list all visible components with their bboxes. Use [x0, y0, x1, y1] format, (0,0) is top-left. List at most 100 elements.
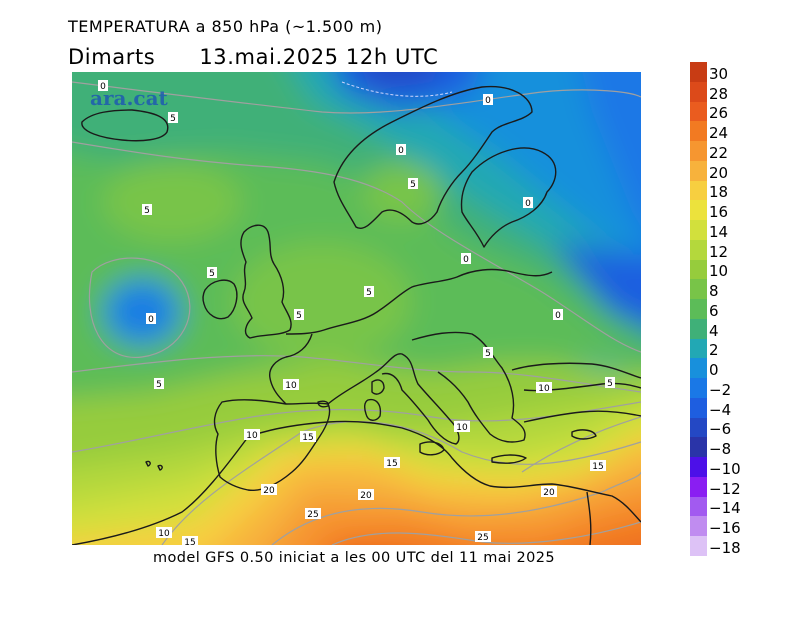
colorbar-band — [690, 220, 707, 241]
svg-text:10: 10 — [538, 384, 550, 394]
colorbar-tick-label: −10 — [709, 459, 741, 478]
colorbar-tick-label: 26 — [709, 104, 729, 123]
black-sea-north — [511, 362, 641, 379]
svg-text:10: 10 — [246, 431, 258, 441]
balkans-coast — [411, 331, 526, 443]
colorbar-tick-label: 16 — [709, 203, 729, 222]
colorbar-tick-label: 18 — [709, 183, 729, 202]
sicily-coast — [419, 441, 445, 456]
colorbar-tick-label: −4 — [709, 400, 732, 419]
map-canvas: 0 5 0 0 5 0 5 5 0 0 5 5 0 5 5 10 10 5 10 15 10 15 15 20 20 20 25 25… — [72, 72, 641, 545]
svg-text:10: 10 — [456, 423, 468, 433]
contour-label: 5 — [605, 377, 615, 389]
contour-label: 10 — [454, 421, 470, 433]
svg-text:0: 0 — [148, 315, 154, 325]
svg-text:5: 5 — [485, 349, 491, 359]
svg-text:10: 10 — [285, 381, 297, 391]
colorbar-band — [690, 496, 707, 517]
contour-label: 15 — [182, 536, 198, 545]
iberia-coast — [213, 399, 331, 491]
svg-text:0: 0 — [398, 146, 404, 156]
colorbar-tick-label: 6 — [709, 301, 719, 320]
sardinia-coast — [363, 398, 382, 421]
contour-label: 20 — [261, 484, 277, 496]
svg-text:0: 0 — [555, 311, 561, 321]
colorbar-band — [690, 378, 707, 399]
colorbar-tick-label: −2 — [709, 380, 732, 399]
svg-text:5: 5 — [607, 379, 613, 389]
colorbar-tick-label: 20 — [709, 163, 729, 182]
colorbar-tick-label: 22 — [709, 143, 729, 162]
colorbar-band — [690, 536, 707, 557]
cyprus-coast — [571, 429, 597, 440]
great-britain-coast — [240, 224, 292, 339]
contour-label: 5 — [207, 267, 217, 279]
svg-text:10: 10 — [158, 529, 170, 539]
contour-label: 5 — [294, 309, 304, 321]
svg-text:0: 0 — [463, 255, 469, 265]
north-africa-coast — [72, 420, 641, 545]
colorbar-tick-label: 28 — [709, 84, 729, 103]
colorbar-tick-label: 30 — [709, 64, 729, 83]
colorbar-tick-label: −6 — [709, 420, 732, 439]
colorbar-band — [690, 516, 707, 537]
colorbar-band — [690, 239, 707, 261]
contour-label: 0 — [483, 94, 493, 106]
svg-text:25: 25 — [307, 510, 318, 520]
valid-datetime: 13.mai.2025 12h UTC — [199, 45, 439, 69]
colorbar-tick-label: −18 — [709, 539, 741, 557]
contour-label: 0 — [98, 80, 108, 92]
colorbar-band — [690, 437, 707, 458]
colorbar-tick-label: 10 — [709, 262, 729, 281]
contour-label: 5 — [483, 347, 493, 359]
colorbar-band — [690, 180, 707, 201]
svg-text:20: 20 — [263, 486, 275, 496]
svg-text:20: 20 — [360, 491, 372, 501]
colorbar-tick-label: −14 — [709, 499, 741, 518]
svg-text:5: 5 — [366, 288, 372, 298]
svg-text:5: 5 — [156, 380, 162, 390]
svg-text:5: 5 — [410, 180, 416, 190]
contour-label: 10 — [283, 379, 299, 391]
ireland-coast — [202, 279, 238, 320]
colorbar-band — [690, 476, 707, 498]
temperature-map: 0 5 0 0 5 0 5 5 0 0 5 5 0 5 5 10 10 5 10 15 10 15 15 20 20 20 25 25… — [72, 72, 641, 545]
svg-text:0: 0 — [525, 199, 531, 209]
contour-label: 5 — [154, 378, 164, 390]
contour-label: 10 — [244, 429, 260, 441]
svg-text:15: 15 — [592, 462, 603, 472]
nile — [586, 491, 592, 545]
corsica-coast — [371, 379, 385, 395]
colorbar-tick-label: −12 — [709, 479, 741, 498]
svg-text:5: 5 — [170, 114, 176, 124]
colorbar-band — [690, 121, 707, 142]
colorbar-tick-label: 12 — [709, 242, 729, 261]
svg-text:15: 15 — [386, 459, 397, 469]
colorbar-band — [690, 160, 707, 182]
biscay-coast — [269, 333, 313, 405]
colorbar-tick-label: 8 — [709, 282, 719, 301]
svg-text:5: 5 — [209, 269, 215, 279]
svg-text:15: 15 — [184, 538, 195, 545]
svg-text:5: 5 — [296, 311, 302, 321]
contour-label: 15 — [384, 457, 400, 469]
contour-label: 10 — [156, 527, 172, 539]
colorbar-band — [690, 318, 707, 340]
finland-coast — [460, 147, 557, 248]
svg-text:15: 15 — [302, 433, 313, 443]
colorbar-band — [690, 457, 707, 478]
colorbar-band — [690, 81, 707, 102]
valid-day: Dimarts — [68, 45, 156, 69]
colorbar-band — [690, 200, 707, 221]
contour-label: 0 — [396, 144, 406, 156]
colorbar-tick-label: −8 — [709, 440, 732, 459]
colorbar-band — [690, 397, 707, 419]
north-sea-coast — [285, 268, 553, 335]
crete-coast — [491, 454, 527, 464]
contour-label: 0 — [553, 309, 563, 321]
colorbar-band — [690, 62, 707, 83]
contour-label: 5 — [408, 178, 418, 190]
contour-label: 25 — [305, 508, 321, 520]
contour-label: 0 — [461, 253, 471, 265]
scandinavia-coast — [333, 85, 533, 229]
